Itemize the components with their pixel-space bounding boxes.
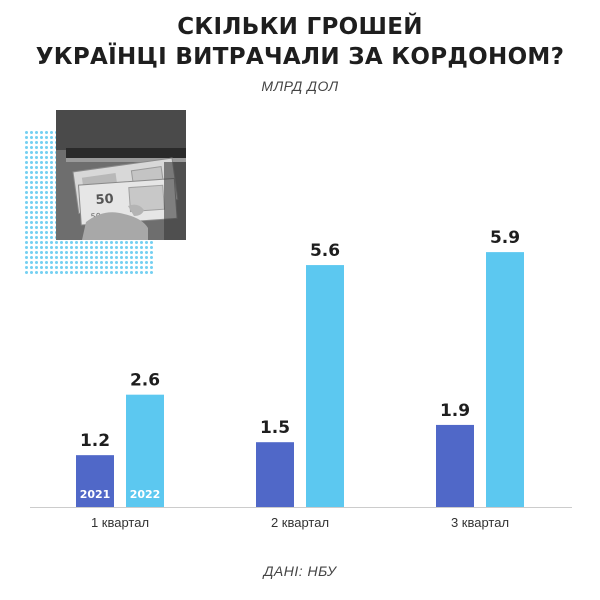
x-tick-label-3: 3 квартал xyxy=(451,515,509,530)
x-tick-label-1: 1 квартал xyxy=(91,515,149,530)
value-label-2021-3: 1.9 xyxy=(440,401,470,421)
bar-2021-3 xyxy=(436,424,474,507)
source-label: ДАНІ: НБУ xyxy=(263,563,337,579)
value-label-2022-2: 5.6 xyxy=(310,241,340,261)
bar-2021-2 xyxy=(256,442,294,507)
euro-banknotes-photo: 50 50 xyxy=(24,110,186,275)
bar-2022-1 xyxy=(126,394,164,507)
title-line-2: УКРАЇНЦІ ВИТРАЧАЛИ ЗА КОРДОНОМ? xyxy=(35,44,565,70)
bar-2021-1 xyxy=(76,455,114,507)
value-label-2021-2: 1.5 xyxy=(260,418,290,438)
bar-2022-2 xyxy=(306,265,344,507)
legend-label-2022: 2022 xyxy=(130,488,161,501)
bar-2022-3 xyxy=(486,252,524,507)
value-label-2022-1: 2.6 xyxy=(130,371,160,391)
chart-title: СКІЛЬКИ ГРОШЕЙ УКРАЇНЦІ ВИТРАЧАЛИ ЗА КОР… xyxy=(0,12,600,72)
svg-text:50: 50 xyxy=(95,192,114,208)
x-tick-label-2: 2 квартал xyxy=(271,515,329,530)
value-label-2021-1: 1.2 xyxy=(80,431,110,451)
title-line-1: СКІЛЬКИ ГРОШЕЙ xyxy=(177,14,423,40)
legend-label-2021: 2021 xyxy=(80,488,111,501)
unit-label: МЛРД ДОЛ xyxy=(261,78,339,94)
value-label-2022-3: 5.9 xyxy=(490,228,520,248)
